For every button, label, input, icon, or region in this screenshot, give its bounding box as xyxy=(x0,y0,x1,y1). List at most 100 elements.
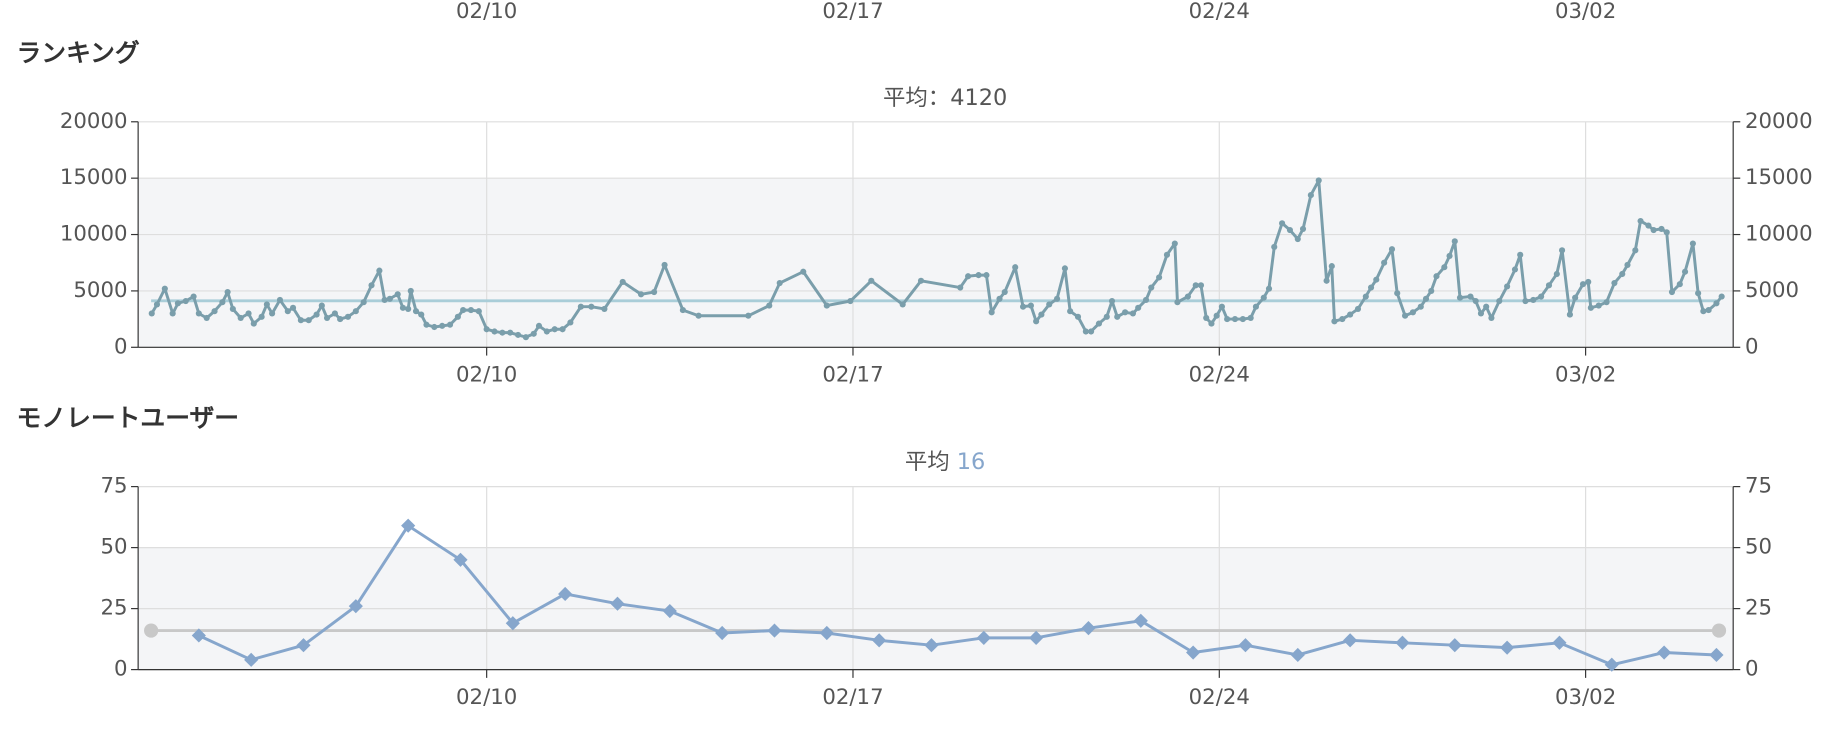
data-point xyxy=(1265,285,1273,292)
data-point xyxy=(412,308,420,315)
y-tick-label: 0 xyxy=(114,334,128,359)
data-point xyxy=(405,305,412,313)
data-point xyxy=(1558,247,1566,254)
data-point xyxy=(847,297,854,305)
data-point xyxy=(601,305,608,313)
data-point xyxy=(567,319,574,326)
data-point xyxy=(394,291,401,298)
data-point xyxy=(276,296,284,304)
data-point xyxy=(1135,304,1142,311)
data-point xyxy=(1038,311,1045,318)
section-title: モノレートユーザー xyxy=(17,403,240,432)
data-point xyxy=(431,323,438,331)
data-point xyxy=(1294,235,1301,243)
chart-title: 平均：4120 xyxy=(883,85,1007,111)
data-point xyxy=(1367,284,1375,291)
data-point xyxy=(401,518,416,533)
data-point xyxy=(1530,296,1537,304)
data-point xyxy=(1362,293,1369,300)
data-point xyxy=(1579,281,1587,288)
data-point xyxy=(1388,246,1396,253)
data-point xyxy=(559,326,566,333)
data-point xyxy=(1108,297,1116,305)
data-point xyxy=(588,303,595,310)
data-point xyxy=(305,317,312,324)
data-point xyxy=(352,308,359,315)
data-point xyxy=(530,330,537,337)
y-tick-label: 15000 xyxy=(60,165,128,190)
data-point xyxy=(289,304,297,311)
data-line xyxy=(198,524,1717,667)
x-tick-label: 02/24 xyxy=(1189,685,1250,710)
data-point xyxy=(263,301,270,308)
data-point xyxy=(1441,264,1448,271)
data-point xyxy=(1595,302,1602,309)
partial-axis-label: 03/02 xyxy=(1555,0,1616,24)
data-point xyxy=(1538,293,1545,300)
data-point xyxy=(1354,305,1362,313)
data-point xyxy=(1081,621,1096,636)
data-point xyxy=(1619,270,1626,278)
data-point xyxy=(323,314,331,322)
data-point xyxy=(1218,303,1225,310)
data-point xyxy=(376,267,383,274)
plot-band xyxy=(138,178,1734,348)
data-point xyxy=(1668,288,1676,296)
average-marker xyxy=(1711,623,1727,638)
data-point xyxy=(245,310,252,317)
data-point xyxy=(1208,320,1215,327)
data-point xyxy=(1019,303,1027,310)
y2-tick-label: 50 xyxy=(1745,535,1772,560)
data-point xyxy=(766,302,773,309)
y-tick-label: 0 xyxy=(114,657,128,682)
data-point xyxy=(1053,295,1061,302)
data-point xyxy=(1417,303,1424,310)
data-point xyxy=(1171,240,1178,247)
data-point xyxy=(1483,303,1490,310)
data-point xyxy=(1238,638,1253,653)
x-tick-label: 02/10 xyxy=(456,363,517,388)
data-point xyxy=(1467,293,1474,300)
data-point xyxy=(1163,251,1171,258)
data-point xyxy=(1027,302,1034,309)
x-tick-label: 02/10 xyxy=(456,685,517,710)
partial-axis-label: 02/17 xyxy=(822,0,883,24)
data-point xyxy=(1552,635,1567,650)
data-point xyxy=(174,300,181,307)
data-point xyxy=(1488,314,1495,322)
y2-tick-label: 75 xyxy=(1745,474,1772,499)
data-point xyxy=(535,322,543,329)
data-point xyxy=(1472,297,1479,305)
data-point xyxy=(1650,226,1657,234)
y2-tick-label: 0 xyxy=(1745,334,1759,359)
data-point xyxy=(1611,279,1618,287)
x-tick-label: 03/02 xyxy=(1555,685,1616,710)
average-value: 4120 xyxy=(950,85,1007,111)
chart-title: 平均 16 xyxy=(905,448,985,474)
x-tick-label: 02/24 xyxy=(1189,363,1250,388)
x-tick-label: 02/17 xyxy=(822,685,883,710)
title-text: 平均： xyxy=(883,85,950,111)
y2-tick-label: 20000 xyxy=(1745,109,1813,134)
data-point xyxy=(211,308,218,315)
data-point xyxy=(522,334,529,341)
data-point xyxy=(1315,177,1322,184)
data-point xyxy=(1323,277,1330,284)
data-point xyxy=(1718,293,1725,300)
data-point xyxy=(1566,311,1573,318)
data-point xyxy=(1705,307,1712,314)
data-point xyxy=(1657,645,1672,660)
data-point xyxy=(1286,226,1294,234)
data-point xyxy=(715,625,730,641)
data-point xyxy=(1422,295,1430,302)
data-point xyxy=(1394,290,1401,297)
data-point xyxy=(1142,296,1150,304)
data-point xyxy=(1279,220,1286,227)
data-point xyxy=(1709,647,1724,663)
data-point xyxy=(1695,290,1702,297)
data-point xyxy=(577,303,584,310)
data-point xyxy=(1681,268,1689,275)
y-tick-label: 75 xyxy=(100,474,127,499)
